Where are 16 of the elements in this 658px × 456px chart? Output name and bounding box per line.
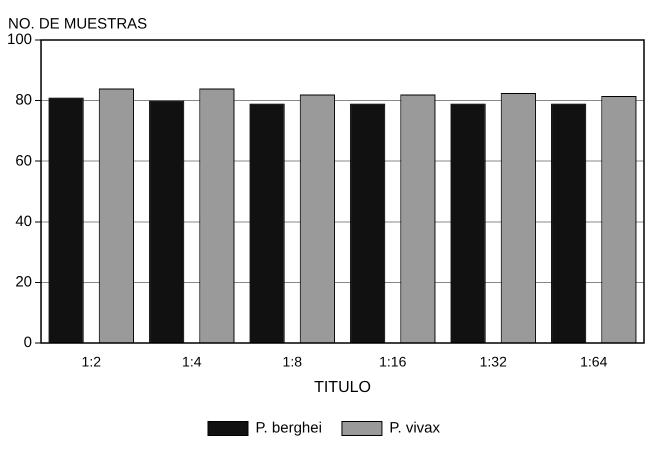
legend-label: P. vivax <box>389 420 441 437</box>
y-tick-label: 0 <box>24 334 32 352</box>
y-tick-label: 100 <box>6 31 32 48</box>
x-tick-label: 1:16 <box>379 353 407 370</box>
x-tick-label: 1:32 <box>480 353 508 370</box>
x-tick-label: 1:4 <box>182 353 202 370</box>
x-tick-label: 1:2 <box>82 353 102 370</box>
y-axis-title: NO. DE MUESTRAS <box>8 16 148 33</box>
y-tick-label: 60 <box>15 152 32 170</box>
x-axis-title: TITULO <box>314 378 371 396</box>
y-tick-label: 20 <box>15 274 32 291</box>
legend-label: P. berghei <box>255 420 322 437</box>
y-tick-label: 40 <box>15 212 32 230</box>
x-tick-label: 1:8 <box>282 353 302 370</box>
x-tick-label: 1:64 <box>580 353 608 370</box>
y-tick-label: 80 <box>15 92 32 109</box>
